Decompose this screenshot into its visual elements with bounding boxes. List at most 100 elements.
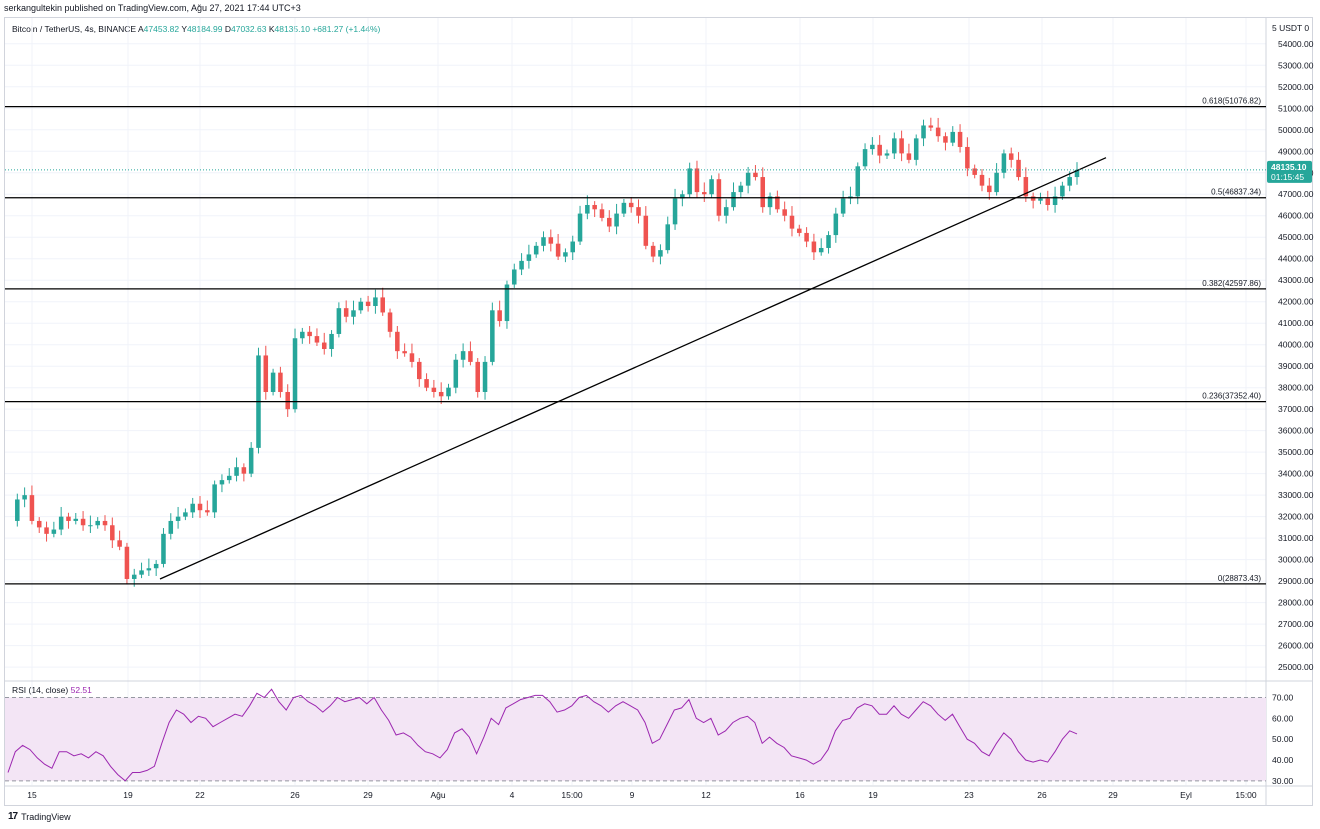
candle: [153, 563, 159, 569]
candle: [139, 570, 144, 575]
candle: [468, 351, 473, 362]
candle: [548, 237, 554, 244]
candle: [965, 146, 970, 169]
candle: [300, 331, 305, 339]
x-tick-label: 15: [27, 790, 37, 800]
candle: [928, 125, 934, 128]
candle: [745, 172, 751, 186]
fib-level-label: 0.382(42597.86): [1202, 279, 1261, 288]
candle: [621, 202, 627, 214]
y-tick-label: 37000.00: [1278, 404, 1314, 414]
y-tick-label: 29000.00: [1278, 576, 1314, 586]
candle: [1030, 196, 1036, 201]
candle: [270, 372, 276, 392]
rsi-label[interactable]: RSI (14, close): [12, 685, 69, 695]
change-value: +681.27 (+1.44%): [312, 24, 381, 34]
candle: [380, 297, 385, 313]
candle: [855, 166, 861, 197]
candle: [460, 351, 466, 360]
open-value: 47453.82: [143, 24, 180, 34]
y-tick-label: 30000.00: [1278, 555, 1314, 565]
candle: [533, 245, 539, 255]
candle: [987, 185, 992, 193]
x-tick-label: 23: [964, 790, 974, 800]
candle: [519, 260, 524, 270]
y-tick-label: 50000.00: [1278, 125, 1314, 135]
candle: [58, 516, 64, 530]
x-tick-label: 12: [701, 790, 711, 800]
y-tick-label: 42000.00: [1278, 297, 1314, 307]
close-value: 48135.10: [274, 24, 310, 34]
candle: [957, 131, 963, 147]
footer: 17 TradingView: [8, 811, 71, 822]
rsi-tick-label: 70.00: [1272, 693, 1294, 703]
rsi-tick-label: 40.00: [1272, 755, 1294, 765]
candle: [607, 217, 612, 227]
fib-level-label: 0.5(46837.34): [1211, 188, 1261, 197]
candle: [110, 525, 115, 541]
y-tick-label: 51000.00: [1278, 103, 1314, 113]
candle: [307, 331, 312, 337]
candle: [1045, 198, 1051, 205]
candle: [446, 387, 451, 397]
y-tick-label: 52000.00: [1278, 82, 1314, 92]
candle: [15, 499, 20, 521]
candle: [526, 254, 532, 261]
candle: [175, 516, 181, 521]
candle: [979, 174, 985, 186]
candle: [490, 310, 495, 362]
x-tick-label: 29: [363, 790, 373, 800]
rsi-tick-label: 60.00: [1272, 713, 1294, 723]
candle: [29, 495, 35, 521]
open-label: A: [138, 24, 144, 34]
x-tick-label: Eyl: [1180, 790, 1192, 800]
candle: [212, 484, 217, 513]
candle: [475, 361, 480, 392]
y-tick-label: 40000.00: [1278, 340, 1314, 350]
candle: [818, 247, 824, 253]
candle: [789, 215, 795, 229]
fib-level-label: 0(28873.43): [1218, 574, 1261, 583]
x-tick-label: 19: [868, 790, 878, 800]
x-tick-label: 22: [195, 790, 205, 800]
candle: [438, 391, 444, 397]
candle: [680, 194, 685, 199]
candle: [811, 241, 817, 253]
y-tick-label: 41000.00: [1278, 318, 1314, 328]
x-axis-ticks: 15 19 22 26 29 Ağu 4 15:00 9 12 16 19 23 26 29 Eyl 15:00: [27, 790, 1257, 800]
candle: [599, 209, 605, 218]
symbol-label[interactable]: Bitcoin / TetherUS, 4s, BINANCE: [12, 24, 137, 34]
candle: [782, 209, 787, 216]
candle: [190, 503, 195, 513]
y-tick-label: 26000.00: [1278, 641, 1314, 651]
candle: [22, 495, 27, 500]
candle: [146, 568, 152, 571]
trendline: [159, 157, 1107, 580]
rsi-pane: 30.00 40.00 50.00 60.00 70.00: [5, 688, 1294, 786]
footer-brand[interactable]: TradingView: [21, 811, 71, 822]
axis-header-label: 5 USDT 0: [1272, 23, 1309, 33]
rsi-legend: RSI (14, close) 52.51: [12, 685, 92, 695]
candle: [687, 168, 692, 195]
low-value: 47032.63: [230, 24, 267, 34]
y-tick-label: 34000.00: [1278, 469, 1314, 479]
candle: [373, 297, 378, 307]
candle: [336, 308, 342, 334]
fib-level-label: 0.618(51076.82): [1202, 97, 1261, 106]
rsi-band: [5, 697, 1266, 781]
candle: [943, 136, 948, 143]
candle: [205, 510, 210, 513]
candle: [650, 245, 656, 257]
candle: [1067, 177, 1072, 186]
candle: [321, 342, 327, 349]
rsi-tick-label: 30.00: [1272, 776, 1294, 786]
x-tick-label: 26: [290, 790, 300, 800]
candle: [840, 198, 846, 214]
candle: [1060, 185, 1065, 197]
candle: [563, 252, 568, 257]
candle: [862, 149, 868, 167]
y-tick-label: 25000.00: [1278, 662, 1314, 672]
candle: [753, 172, 758, 178]
candle: [731, 192, 736, 208]
